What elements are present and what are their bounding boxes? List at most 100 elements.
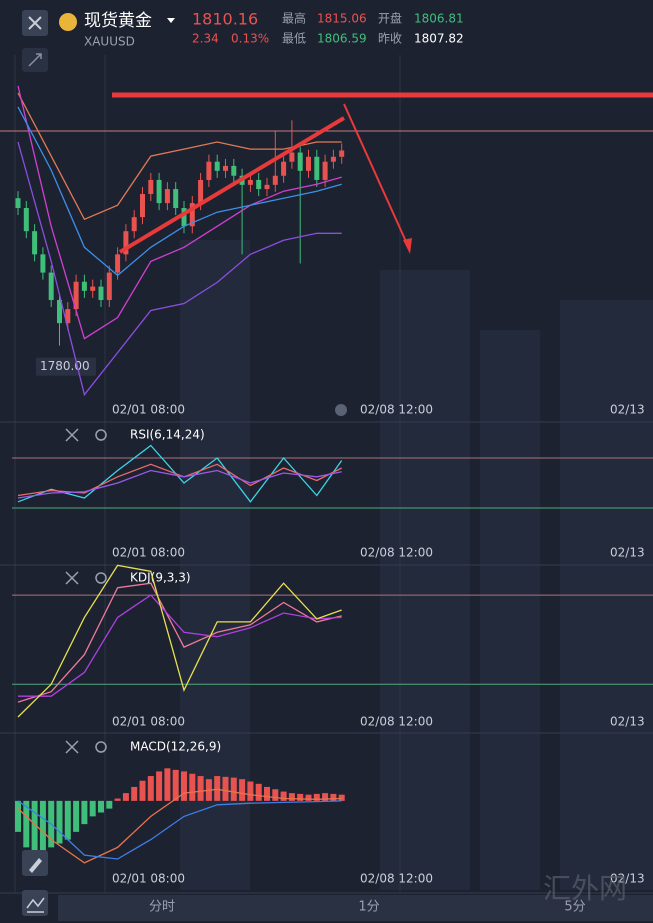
logo	[59, 13, 77, 31]
tab[interactable]: 分时	[149, 900, 175, 915]
candle-body	[272, 175, 278, 185]
prev: 1807.82	[414, 32, 464, 46]
candle-body	[247, 179, 253, 185]
histogram-bar	[280, 791, 287, 801]
symbol: XAUUSD	[84, 35, 135, 49]
candle-body	[198, 179, 204, 204]
x-tick-label: 02/01 08:00	[112, 715, 185, 729]
tab-bar	[58, 895, 653, 921]
candle-body	[189, 203, 195, 227]
x-tick-label: 02/08 12:00	[360, 546, 433, 560]
panel-separators	[0, 421, 653, 894]
drawn-trendline	[118, 116, 346, 254]
candle-body	[81, 281, 87, 291]
candle-body	[73, 281, 79, 310]
candle-body	[289, 152, 295, 162]
histogram-bar	[23, 800, 30, 848]
settings-icon[interactable]	[95, 572, 107, 584]
remove-indicator[interactable]	[65, 740, 79, 754]
candle-body	[15, 198, 21, 209]
histogram-bar	[81, 800, 88, 825]
candle-body	[339, 150, 345, 157]
x-tick-label: 02/13	[610, 546, 645, 560]
candle-body	[23, 208, 29, 232]
candle-body	[156, 179, 162, 204]
candle-body	[330, 156, 336, 162]
high: 1815.06	[317, 12, 367, 26]
candle-body	[181, 208, 187, 227]
histogram-bar	[172, 769, 179, 801]
x-tick-label: 02/01 08:00	[112, 872, 185, 886]
candle-body	[90, 286, 96, 291]
settings-icon[interactable]	[95, 741, 107, 753]
x-tick-label: 02/08 12:00	[360, 872, 433, 886]
candle-body	[48, 272, 54, 300]
y-tick-label: 1780.00	[40, 359, 90, 373]
candle-body	[264, 184, 270, 190]
plots: 1780.00 02/01 08:00 02/08 12:00 02/13 RSI(6,…	[12, 85, 653, 886]
histogram-bar	[56, 800, 63, 844]
vertical-grid	[14, 55, 401, 893]
histogram-bar	[313, 793, 320, 801]
histogram-bar	[156, 771, 163, 801]
candle-body	[131, 217, 137, 232]
histogram-bar	[288, 793, 295, 801]
candle-body	[164, 189, 170, 204]
x-tick-label: 02/01 08:00	[112, 403, 185, 417]
histogram-bar	[305, 794, 312, 801]
tab[interactable]: 5分	[564, 900, 585, 915]
candle-body	[314, 156, 320, 180]
candle-body	[223, 165, 228, 171]
expand-icon	[28, 53, 42, 67]
change-pct: 0.13%	[231, 32, 269, 46]
histogram-bar	[322, 793, 329, 801]
x-tick-label: 02/13	[610, 872, 645, 886]
histogram-bar	[297, 793, 304, 801]
settings-icon[interactable]	[95, 429, 107, 441]
histogram-bar	[164, 768, 171, 801]
histogram-bar	[255, 783, 262, 801]
change: 2.34	[192, 32, 219, 46]
candle-body	[256, 179, 262, 190]
watermark: 汇外网	[543, 872, 627, 905]
histogram-bar	[31, 800, 38, 856]
series-line	[18, 594, 342, 697]
scroll-handle[interactable]	[335, 404, 347, 416]
candle-body	[322, 161, 328, 180]
series-line	[17, 564, 342, 718]
candle-body	[106, 272, 112, 300]
instrument-name[interactable]: 现货黄金	[84, 11, 152, 31]
indicator-title: KDJ(9,3,3)	[130, 571, 191, 585]
remove-indicator[interactable]	[65, 428, 79, 442]
dropdown-icon[interactable]	[167, 18, 175, 23]
series-line	[17, 788, 342, 864]
candle-body	[140, 193, 145, 218]
indicator-title: RSI(6,14,24)	[130, 428, 205, 442]
candle-body	[148, 179, 154, 194]
indicator-icon	[26, 897, 45, 913]
x-tick-label: 02/08 12:00	[360, 403, 433, 417]
series-line	[17, 800, 342, 860]
histogram-bar	[39, 800, 46, 852]
series-line	[17, 582, 342, 703]
histogram-bar	[15, 800, 21, 832]
candle-body	[306, 156, 311, 171]
x-tick-label: 02/13	[610, 715, 645, 729]
candle-body	[40, 254, 46, 273]
candle-body	[98, 286, 104, 300]
x-tick-label: 02/13	[610, 403, 645, 417]
low-label: 最低	[282, 32, 306, 46]
close-icon	[28, 16, 42, 30]
remove-indicator[interactable]	[65, 571, 79, 585]
drawn-arrow	[343, 103, 409, 247]
tab[interactable]: 1分	[358, 900, 379, 915]
indicator-title: MACD(12,26,9)	[130, 740, 221, 754]
candle-body	[57, 299, 62, 324]
histogram-bar	[264, 786, 270, 801]
histogram-bar	[272, 789, 279, 801]
histogram-bar	[73, 800, 80, 832]
histogram-bar	[89, 800, 96, 817]
series-line	[17, 444, 343, 503]
